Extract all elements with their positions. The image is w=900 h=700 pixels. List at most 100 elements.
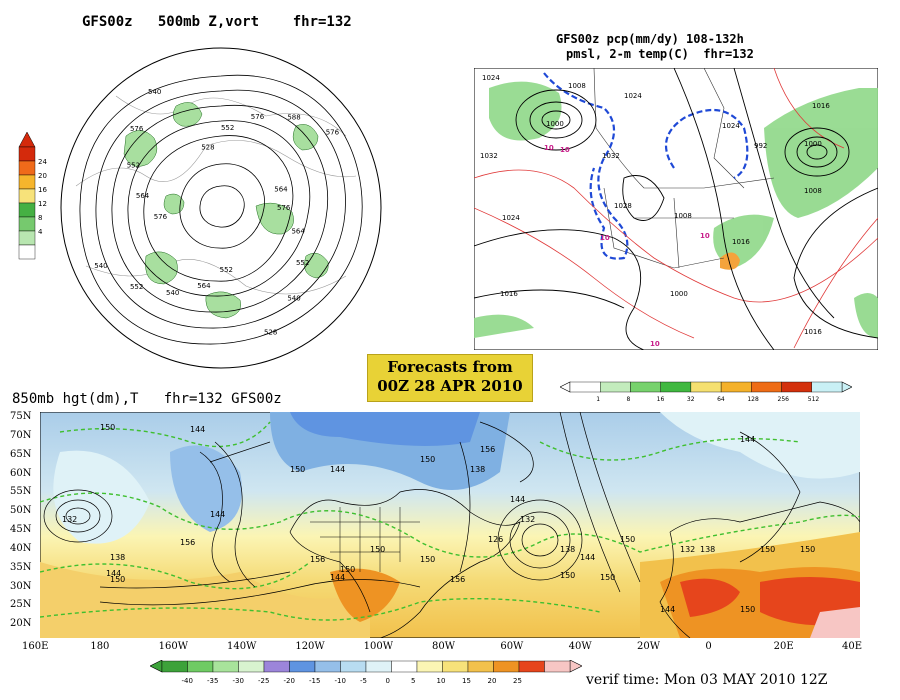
regional-heavy-precip (720, 252, 740, 270)
colorbar-tick-label: 5 (411, 677, 415, 685)
polar-contour-label: 576 (326, 129, 340, 137)
forecast-banner-line2: 00Z 28 APR 2010 (377, 377, 523, 395)
height-contour-label: 144 (330, 465, 345, 474)
polar-height-contours (79, 74, 363, 345)
colorbar-tick-label: 4 (38, 228, 43, 236)
longitude-label: 60W (500, 641, 524, 652)
colorbar-swatch (416, 660, 443, 673)
colorbar-swatch (569, 381, 601, 393)
coastlines (209, 421, 860, 638)
height-contour-label: 150 (620, 535, 635, 544)
height-contour-label: 144 (740, 435, 755, 444)
longitude-label: 40E (842, 641, 863, 652)
longitude-label: 140W (227, 641, 257, 652)
polar-contour-label: 552 (220, 266, 233, 274)
regional-isobar-labels: 1024 1008 1000 1024 1032 1028 1000 1032 1024 1008… (480, 74, 830, 336)
polar-contour-label: 540 (94, 262, 107, 270)
height-contour-label: 156 (180, 538, 195, 547)
main-colorbar: -40 -35 -30 -25 -20 -15 -10 -5 0 5 10 15 20 25 (150, 660, 582, 685)
colorbar-swatch (18, 244, 36, 260)
colorbar-tick-label: 256 (778, 396, 790, 403)
colorbar-swatch (18, 160, 36, 176)
colorbar-swatch (263, 660, 290, 673)
colorbar-tick-label: 16 (38, 186, 47, 194)
colorbar-swatch (314, 660, 341, 673)
colorbar-swatch (18, 188, 36, 204)
isobar-label: 1008 (804, 187, 822, 195)
colorbar-tick-label: -35 (207, 677, 218, 685)
colorbar-swatch (518, 660, 545, 673)
polar-contour-labels: 576 564 552 540 528 552 564 540 552 540 576 564 552 5… (94, 88, 339, 337)
height-contour-label: 144 (580, 553, 595, 562)
polar-contour-label: 540 (148, 88, 161, 96)
isobar-label: 1024 (624, 92, 642, 100)
colorbar-arrow-right (841, 381, 852, 393)
regional-colorbar: 1 8 16 32 64 128 256 512 (560, 381, 852, 403)
polar-contour-label: 552 (127, 161, 140, 169)
height-contour-label: 144 (660, 605, 675, 614)
colorbar-tick-label: 15 (462, 677, 471, 685)
latitude-label: 25N (10, 599, 32, 611)
latitude-label: 30N (10, 580, 32, 592)
colorbar-tick-label: -20 (284, 677, 295, 685)
colorbar-swatch (18, 146, 36, 162)
isobar-label: 1032 (602, 152, 620, 160)
polar-colorbar: 4 8 12 16 20 24 (18, 132, 47, 260)
polar-contour-label: 576 (154, 213, 168, 221)
colorbar-swatch (340, 660, 367, 673)
main-panel-title: 850mb hgt(dm),T fhr=132 GFS00z (12, 391, 282, 407)
isobar-label: 1016 (732, 238, 750, 246)
height-contour-label: 132 (62, 515, 77, 524)
polar-contour-label: 552 (130, 283, 143, 291)
colorbar-tick-label: 20 (38, 172, 47, 180)
temp-label: 10 (700, 232, 710, 240)
isobar-label: 1028 (614, 202, 632, 210)
colorbar-tick-label: 128 (747, 396, 759, 403)
colorbar-tick-label: -15 (309, 677, 320, 685)
temp-label: 10 (544, 144, 554, 152)
polar-contour-label: 576 (251, 113, 265, 121)
height-contour-label: 132 (520, 515, 535, 524)
colorbar-tick-label: 0 (386, 677, 390, 685)
isobar-label: 1016 (812, 102, 830, 110)
colorbar-tick-label: 20 (488, 677, 497, 685)
isobar-label: 1000 (546, 120, 564, 128)
height-contours (43, 412, 801, 606)
colorbar-tick-label: -10 (335, 677, 346, 685)
colorbar-swatch (781, 381, 812, 393)
polar-contour-label: 588 (287, 113, 300, 121)
state-borders (310, 507, 420, 572)
colorbar-tick-label: 25 (513, 677, 522, 685)
longitude-label: 160W (158, 641, 189, 652)
isobar-label: 1016 (500, 290, 518, 298)
colorbar-swatch (18, 202, 36, 218)
height-contour-label: 150 (340, 565, 355, 574)
polar-stereographic-map: 576 564 552 540 528 552 564 540 552 540 576 564 552 5… (60, 47, 382, 369)
polar-contour-label: 564 (291, 228, 305, 236)
height-contour-label: 150 (560, 571, 575, 580)
regional-isobars (474, 68, 878, 350)
longitude-label: 180 (90, 641, 110, 652)
temp-label: 10 (650, 340, 660, 348)
colorbar-tick-label: -25 (258, 677, 269, 685)
colorbar-swatch (811, 381, 843, 393)
height-contour-label: 150 (600, 573, 615, 582)
height-contour-label: 138 (470, 465, 485, 474)
regional-temp-labels: 10 10 10 10 10 (544, 144, 710, 348)
verification-time: verif time: Mon 03 MAY 2010 12Z (586, 672, 828, 688)
colorbar-tick-label: 8 (38, 214, 42, 222)
colorbar-swatch (18, 230, 36, 246)
isobar-label: 1024 (482, 74, 500, 82)
polar-contour-label: 552 (221, 124, 234, 132)
colorbar-swatch (467, 660, 494, 673)
colorbar-tick-label: -30 (233, 677, 244, 685)
isobar-label: 1008 (674, 212, 692, 220)
isobar-label: 1000 (804, 140, 822, 148)
temp-label: 10 (600, 234, 610, 242)
colorbar-swatch (630, 381, 661, 393)
colorbar-swatch (544, 660, 571, 673)
colorbar-tick-label: 12 (38, 200, 47, 208)
colorbar-swatch (365, 660, 392, 673)
height-contour-label: 144 (210, 510, 225, 519)
